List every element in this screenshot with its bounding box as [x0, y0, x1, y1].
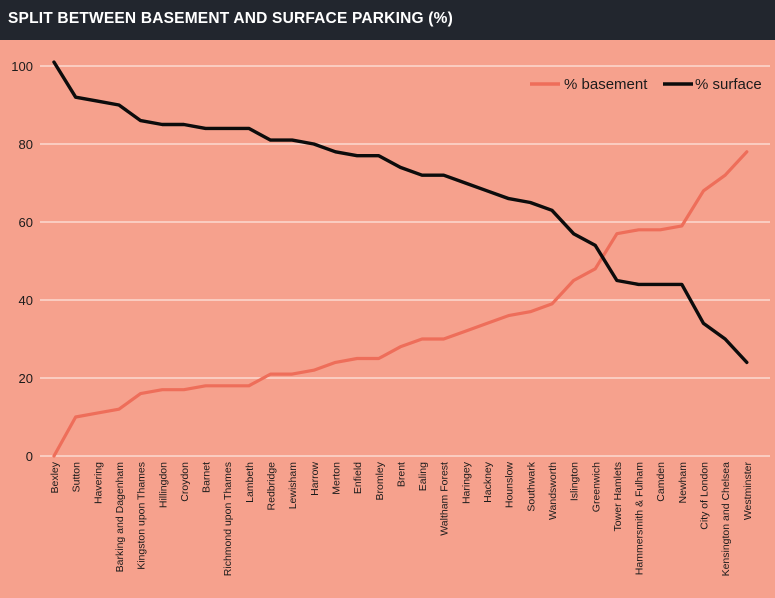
x-tick-label: Tower Hamlets	[612, 462, 624, 531]
y-tick-label: 0	[26, 449, 33, 464]
x-tick-label: Harrow	[309, 462, 321, 496]
y-tick-label: 60	[19, 215, 33, 230]
x-tick-label: Hillingdon	[157, 462, 169, 508]
x-tick-label: Hounslow	[504, 462, 516, 509]
series-line-basement	[52, 150, 749, 458]
x-tick-label: Havering	[92, 462, 104, 504]
x-tick-label: Redbridge	[266, 462, 278, 511]
x-tick-label: Lambeth	[244, 462, 256, 503]
header-bar: SPLIT BETWEEN BASEMENT AND SURFACE PARKI…	[0, 0, 775, 40]
x-tick-label: Sutton	[71, 462, 83, 493]
x-tick-label: Hammersmith & Fulham	[634, 462, 646, 575]
x-tick-label: Southwark	[525, 461, 537, 511]
legend-label: % basement	[564, 76, 648, 93]
x-tick-label: Bromley	[374, 461, 386, 500]
x-tick-label: Haringey	[460, 461, 472, 504]
x-tick-label: Newham	[677, 462, 689, 504]
x-tick-label: Hackney	[482, 461, 494, 503]
x-tick-label: Camden	[655, 462, 667, 502]
line-chart: 0 20 40 60 80 100 Bexley Sutton Havering Barking…	[11, 59, 770, 577]
x-tick-label: Croydon	[179, 462, 191, 502]
y-tick-label: 80	[19, 137, 33, 152]
x-tick-label: Barking and Dagenham	[114, 462, 126, 573]
y-tick-label: 20	[19, 371, 33, 386]
x-tick-label: Wandsworth	[547, 462, 559, 520]
x-tick-label: Brent	[395, 462, 407, 487]
legend-label: % surface	[695, 76, 762, 93]
series-line-surface	[52, 60, 749, 365]
x-tick-label: Ealing	[417, 462, 429, 491]
x-tick-label: Lewisham	[287, 462, 299, 510]
y-tick-label: 100	[11, 59, 33, 74]
x-tick-label: Enfield	[352, 462, 364, 494]
x-tick-label: Westminster	[742, 462, 754, 521]
x-tick-label: Greenwich	[590, 462, 602, 512]
x-tick-label: City of London	[699, 462, 711, 530]
x-tick-label: Islington	[569, 462, 581, 501]
chart-title: SPLIT BETWEEN BASEMENT AND SURFACE PARKI…	[8, 10, 453, 27]
x-tick-label: Merton	[330, 462, 342, 495]
x-tick-label: Kingston upon Thames	[136, 462, 148, 570]
x-tick-label: Bexley	[49, 461, 61, 493]
x-tick-label: Barnet	[201, 462, 213, 493]
x-tick-label: Richmond upon Thames	[222, 462, 234, 576]
x-tick-label: Kensington and Chelsea	[720, 462, 732, 577]
x-tick-label: Waltham Forest	[439, 462, 451, 536]
y-tick-label: 40	[19, 293, 33, 308]
